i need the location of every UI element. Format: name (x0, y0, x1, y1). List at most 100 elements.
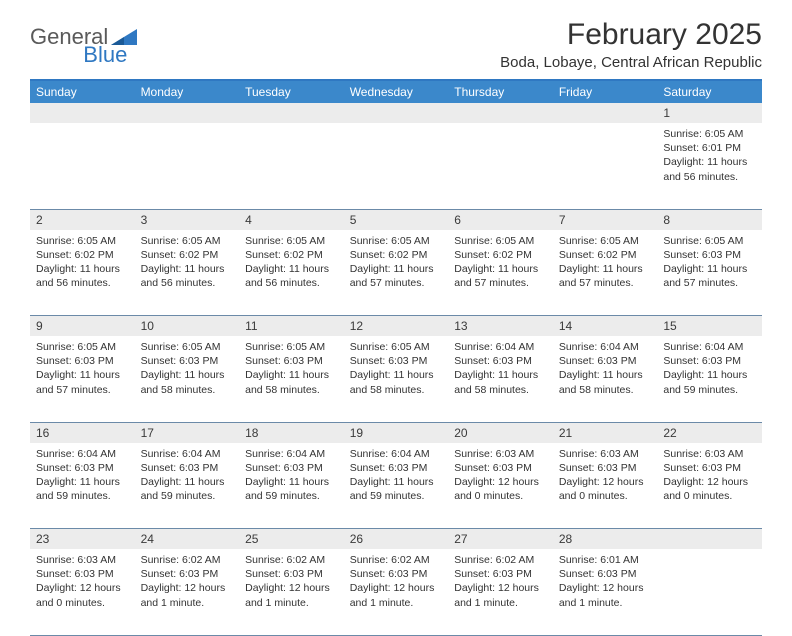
day-number: 1 (657, 103, 762, 123)
weekday-header: Tuesday (239, 80, 344, 103)
day-number: 26 (344, 529, 449, 550)
day-cell: Sunrise: 6:05 AMSunset: 6:02 PMDaylight:… (135, 230, 240, 316)
day-cell: Sunrise: 6:05 AMSunset: 6:03 PMDaylight:… (239, 336, 344, 422)
day-number: 17 (135, 422, 240, 443)
day-details: Sunrise: 6:05 AMSunset: 6:03 PMDaylight:… (135, 336, 240, 403)
weekday-header: Monday (135, 80, 240, 103)
day-number (239, 103, 344, 123)
day-details: Sunrise: 6:02 AMSunset: 6:03 PMDaylight:… (239, 549, 344, 616)
day-number: 12 (344, 316, 449, 337)
day-cell (344, 123, 449, 209)
day-details: Sunrise: 6:05 AMSunset: 6:02 PMDaylight:… (448, 230, 553, 297)
day-cell: Sunrise: 6:04 AMSunset: 6:03 PMDaylight:… (657, 336, 762, 422)
day-cell: Sunrise: 6:05 AMSunset: 6:02 PMDaylight:… (344, 230, 449, 316)
day-details (344, 123, 449, 133)
weekday-header: Wednesday (344, 80, 449, 103)
day-number-row: 1 (30, 103, 762, 123)
location-text: Boda, Lobaye, Central African Republic (500, 54, 762, 71)
day-cell: Sunrise: 6:03 AMSunset: 6:03 PMDaylight:… (657, 443, 762, 529)
day-number: 3 (135, 209, 240, 230)
day-content-row: Sunrise: 6:03 AMSunset: 6:03 PMDaylight:… (30, 549, 762, 635)
day-number: 27 (448, 529, 553, 550)
day-number: 18 (239, 422, 344, 443)
day-cell: Sunrise: 6:05 AMSunset: 6:02 PMDaylight:… (448, 230, 553, 316)
day-details: Sunrise: 6:05 AMSunset: 6:02 PMDaylight:… (239, 230, 344, 297)
day-cell: Sunrise: 6:05 AMSunset: 6:02 PMDaylight:… (30, 230, 135, 316)
day-number: 14 (553, 316, 658, 337)
day-number: 15 (657, 316, 762, 337)
day-number: 7 (553, 209, 658, 230)
day-number: 25 (239, 529, 344, 550)
title-block: February 2025 Boda, Lobaye, Central Afri… (500, 18, 762, 71)
day-content-row: Sunrise: 6:04 AMSunset: 6:03 PMDaylight:… (30, 443, 762, 529)
day-cell: Sunrise: 6:05 AMSunset: 6:02 PMDaylight:… (239, 230, 344, 316)
logo-text-accent: Blue (83, 42, 127, 68)
day-details: Sunrise: 6:02 AMSunset: 6:03 PMDaylight:… (344, 549, 449, 616)
month-title: February 2025 (500, 18, 762, 52)
day-details: Sunrise: 6:05 AMSunset: 6:03 PMDaylight:… (657, 230, 762, 297)
day-number: 6 (448, 209, 553, 230)
day-details: Sunrise: 6:05 AMSunset: 6:03 PMDaylight:… (344, 336, 449, 403)
day-cell: Sunrise: 6:04 AMSunset: 6:03 PMDaylight:… (239, 443, 344, 529)
day-number (135, 103, 240, 123)
day-details: Sunrise: 6:05 AMSunset: 6:02 PMDaylight:… (553, 230, 658, 297)
day-number (553, 103, 658, 123)
day-details: Sunrise: 6:03 AMSunset: 6:03 PMDaylight:… (657, 443, 762, 510)
day-cell: Sunrise: 6:05 AMSunset: 6:02 PMDaylight:… (553, 230, 658, 316)
day-details: Sunrise: 6:05 AMSunset: 6:02 PMDaylight:… (344, 230, 449, 297)
day-details: Sunrise: 6:04 AMSunset: 6:03 PMDaylight:… (344, 443, 449, 510)
day-cell (239, 123, 344, 209)
weekday-header: Friday (553, 80, 658, 103)
weekday-header: Saturday (657, 80, 762, 103)
day-details: Sunrise: 6:04 AMSunset: 6:03 PMDaylight:… (553, 336, 658, 403)
day-details (30, 123, 135, 133)
day-number (30, 103, 135, 123)
day-cell: Sunrise: 6:05 AMSunset: 6:03 PMDaylight:… (30, 336, 135, 422)
day-details: Sunrise: 6:03 AMSunset: 6:03 PMDaylight:… (448, 443, 553, 510)
logo: General Blue (30, 24, 183, 50)
day-cell: Sunrise: 6:05 AMSunset: 6:03 PMDaylight:… (344, 336, 449, 422)
day-number: 9 (30, 316, 135, 337)
day-number (657, 529, 762, 550)
day-number (448, 103, 553, 123)
day-number-row: 16171819202122 (30, 422, 762, 443)
day-details: Sunrise: 6:02 AMSunset: 6:03 PMDaylight:… (135, 549, 240, 616)
day-details: Sunrise: 6:04 AMSunset: 6:03 PMDaylight:… (239, 443, 344, 510)
day-cell: Sunrise: 6:03 AMSunset: 6:03 PMDaylight:… (448, 443, 553, 529)
day-number: 5 (344, 209, 449, 230)
day-details: Sunrise: 6:04 AMSunset: 6:03 PMDaylight:… (657, 336, 762, 403)
day-content-row: Sunrise: 6:05 AMSunset: 6:02 PMDaylight:… (30, 230, 762, 316)
day-number: 16 (30, 422, 135, 443)
day-cell: Sunrise: 6:03 AMSunset: 6:03 PMDaylight:… (553, 443, 658, 529)
calendar-table: SundayMondayTuesdayWednesdayThursdayFrid… (30, 79, 762, 636)
day-cell (553, 123, 658, 209)
day-details (239, 123, 344, 133)
day-cell: Sunrise: 6:02 AMSunset: 6:03 PMDaylight:… (448, 549, 553, 635)
day-number (344, 103, 449, 123)
day-details: Sunrise: 6:05 AMSunset: 6:02 PMDaylight:… (135, 230, 240, 297)
day-cell: Sunrise: 6:04 AMSunset: 6:03 PMDaylight:… (30, 443, 135, 529)
day-cell: Sunrise: 6:05 AMSunset: 6:01 PMDaylight:… (657, 123, 762, 209)
day-cell: Sunrise: 6:02 AMSunset: 6:03 PMDaylight:… (239, 549, 344, 635)
day-number-row: 232425262728 (30, 529, 762, 550)
day-details: Sunrise: 6:05 AMSunset: 6:02 PMDaylight:… (30, 230, 135, 297)
weekday-header-row: SundayMondayTuesdayWednesdayThursdayFrid… (30, 80, 762, 103)
day-content-row: Sunrise: 6:05 AMSunset: 6:01 PMDaylight:… (30, 123, 762, 209)
day-number: 11 (239, 316, 344, 337)
day-cell (448, 123, 553, 209)
day-cell (30, 123, 135, 209)
day-details: Sunrise: 6:03 AMSunset: 6:03 PMDaylight:… (553, 443, 658, 510)
day-cell: Sunrise: 6:04 AMSunset: 6:03 PMDaylight:… (135, 443, 240, 529)
header: General Blue February 2025 Boda, Lobaye,… (30, 18, 762, 71)
day-number: 2 (30, 209, 135, 230)
day-number: 13 (448, 316, 553, 337)
day-details: Sunrise: 6:05 AMSunset: 6:03 PMDaylight:… (239, 336, 344, 403)
day-number: 10 (135, 316, 240, 337)
day-details: Sunrise: 6:04 AMSunset: 6:03 PMDaylight:… (135, 443, 240, 510)
day-cell: Sunrise: 6:04 AMSunset: 6:03 PMDaylight:… (448, 336, 553, 422)
day-details: Sunrise: 6:04 AMSunset: 6:03 PMDaylight:… (448, 336, 553, 403)
day-number: 24 (135, 529, 240, 550)
day-number: 4 (239, 209, 344, 230)
day-details: Sunrise: 6:05 AMSunset: 6:01 PMDaylight:… (657, 123, 762, 190)
day-details (135, 123, 240, 133)
